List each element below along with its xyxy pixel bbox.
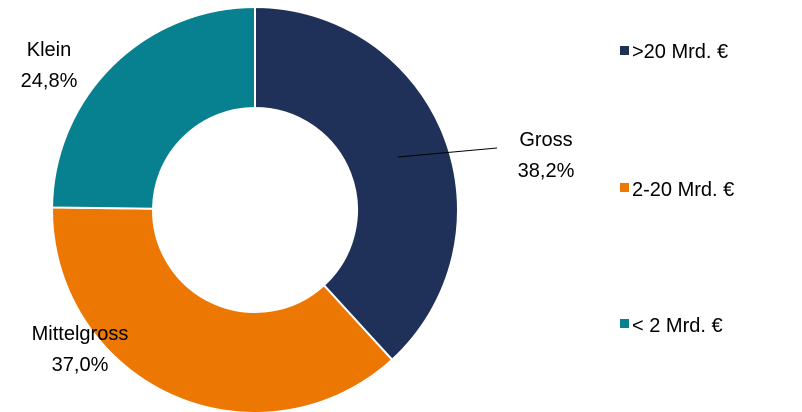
legend-item-gt20: >20 Mrd. € (620, 41, 728, 63)
legend-swatch-gt20 (620, 46, 629, 55)
gross-data-label: Gross 38,2% (518, 129, 575, 182)
klein-percent-label: 24,8% (21, 70, 78, 92)
donut-slices (51, 5, 459, 412)
legend: >20 Mrd. € 2-20 Mrd. € < 2 Mrd. € (620, 41, 734, 337)
legend-label-gt20: >20 Mrd. € (632, 41, 728, 63)
gross-category-label: Gross (519, 129, 572, 151)
klein-data-label: Klein 24,8% (21, 39, 78, 92)
mittelgross-category-label: Mittelgross (32, 323, 129, 345)
klein-category-label: Klein (27, 39, 71, 61)
legend-swatch-lt2 (620, 319, 629, 328)
gross-percent-label: 38,2% (518, 160, 575, 182)
donut-slice-klein (51, 5, 256, 210)
legend-swatch-2-20 (620, 183, 629, 192)
legend-item-2-20: 2-20 Mrd. € (620, 179, 734, 201)
mittelgross-data-label: Mittelgross 37,0% (32, 323, 129, 376)
donut-slice-gross (254, 5, 459, 362)
legend-item-lt2: < 2 Mrd. € (620, 315, 723, 337)
gross-leader-line (397, 147, 498, 158)
mittelgross-percent-label: 37,0% (52, 354, 109, 376)
legend-label-2-20: 2-20 Mrd. € (632, 179, 734, 201)
legend-label-lt2: < 2 Mrd. € (632, 315, 723, 337)
donut-slice-mittelgross (51, 206, 394, 412)
